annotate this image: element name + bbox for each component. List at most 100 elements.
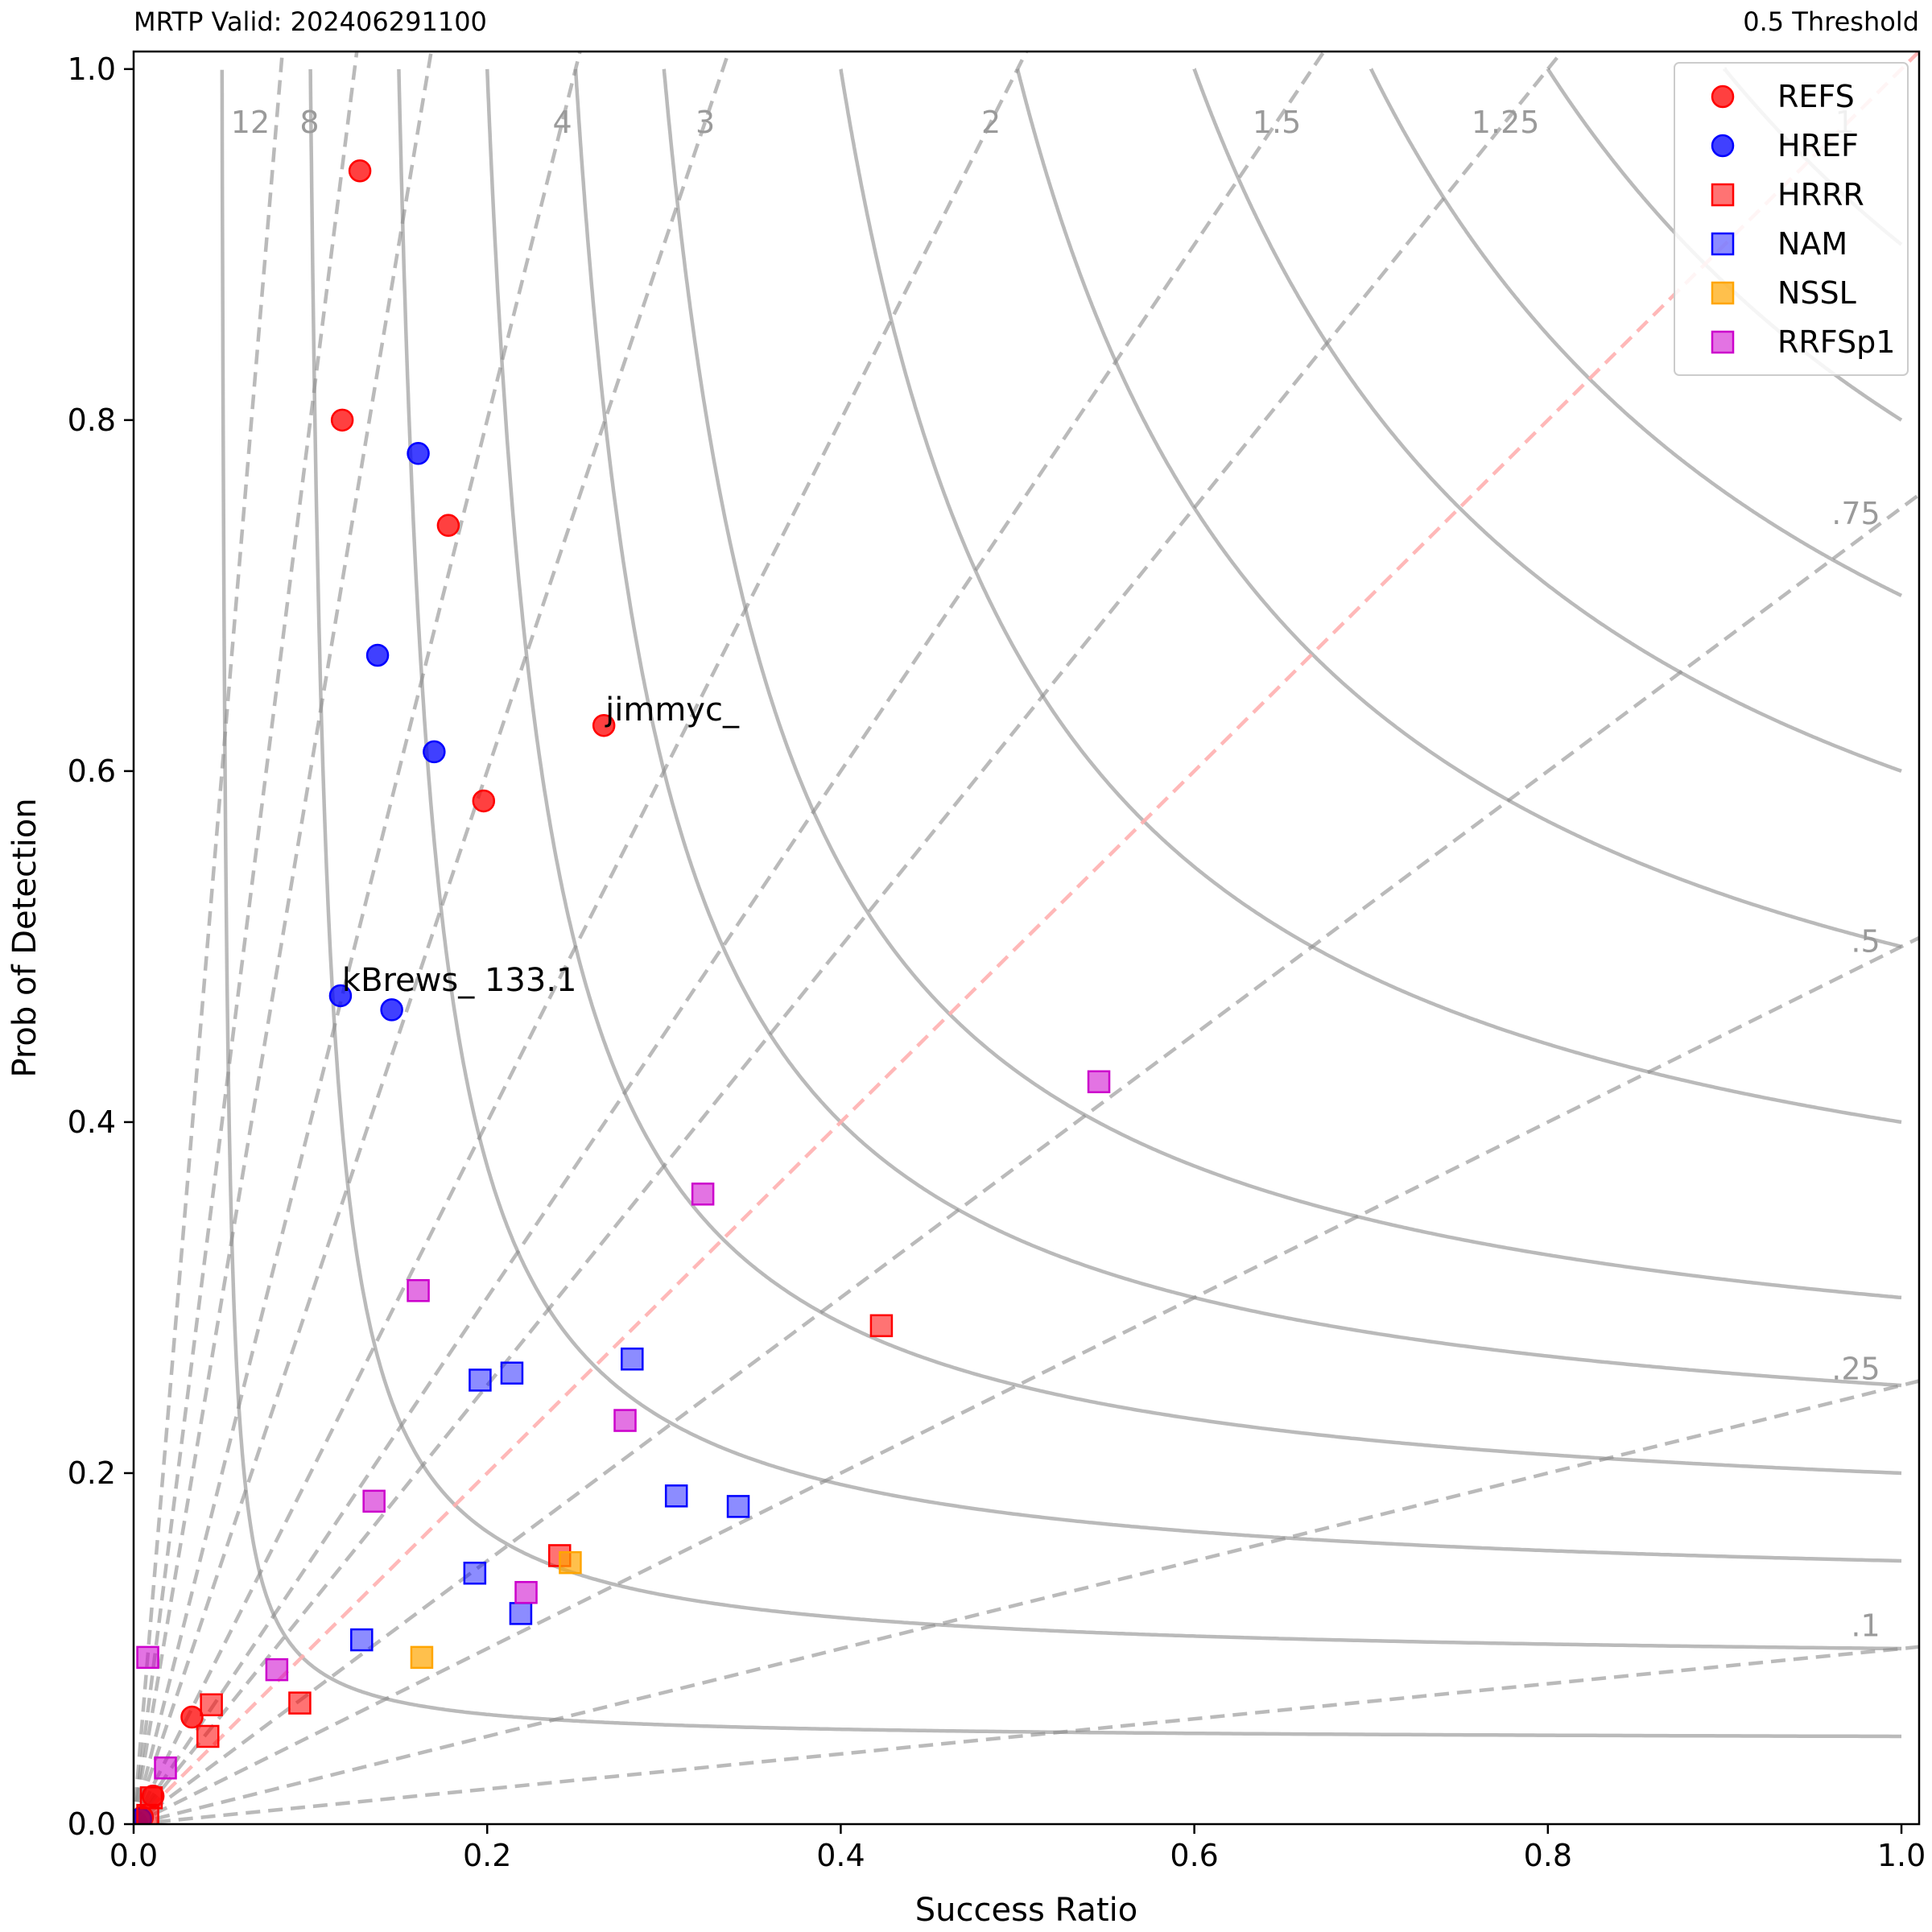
bias-label: 4 [552, 105, 572, 140]
legend-marker-hrrr [1711, 183, 1735, 207]
data-point-nam [500, 1361, 524, 1385]
data-point-hrrr [200, 1693, 223, 1716]
y-axis-label: Prob of Detection [6, 798, 43, 1077]
x-axis-ticks: 0.0 0.2 0.4 0.6 0.8 1.0 [109, 1824, 1926, 1873]
csi-contour [397, 68, 1902, 1563]
point-annotations: jimmyc_ kBrews_ 133.1 [342, 691, 740, 999]
y-tick-label: 0.4 [68, 1104, 116, 1140]
bias-line [134, 52, 285, 1824]
bias-label: 1.5 [1253, 105, 1301, 140]
data-point-href [380, 998, 403, 1022]
data-points [134, 159, 1111, 1824]
plot-frame [132, 50, 1921, 1826]
data-point-rrfsp1 [265, 1657, 289, 1682]
x-tick-label: 0.0 [109, 1838, 158, 1873]
bias-line [134, 52, 1327, 1824]
legend-label: RRFSp1 [1777, 324, 1895, 360]
data-point-refs [472, 789, 496, 813]
legend-marker-nssl [1711, 281, 1735, 305]
data-point-rrfsp1 [613, 1409, 637, 1432]
data-point-rrfsp1 [136, 1645, 159, 1670]
x-tick-label: 0.4 [816, 1838, 865, 1873]
data-point-refs [330, 408, 354, 432]
bias-label: 8 [299, 105, 319, 140]
csi-contour [662, 68, 1902, 1300]
legend-marker-nam [1711, 232, 1735, 256]
point-annotation: kBrews_ 133.1 [342, 962, 577, 999]
csi-contour [573, 68, 1902, 1388]
y-tick-label: 0.8 [68, 402, 116, 438]
bias-label: 12 [231, 105, 270, 140]
data-point-href [328, 984, 353, 1008]
y-tick-label: 0.2 [68, 1455, 116, 1491]
csi-contour [1015, 68, 1902, 949]
data-point-hrrr [869, 1314, 894, 1338]
data-point-nssl [559, 1550, 582, 1575]
data-point-refs [348, 159, 372, 183]
bias-line [134, 492, 1919, 1824]
csi-contour [1369, 68, 1903, 597]
csi-contour [220, 69, 1901, 1739]
bias-line [134, 1379, 1919, 1824]
data-point-refs [180, 1705, 204, 1729]
legend-marker-href [1711, 134, 1735, 158]
series-hrrr [136, 1314, 894, 1824]
y-tick-label: 1.0 [68, 52, 116, 87]
x-tick-label: 0.2 [463, 1838, 511, 1873]
bias-label: 1.25 [1472, 105, 1540, 140]
data-point-nam [463, 1561, 487, 1585]
data-point-rrfsp1 [514, 1580, 538, 1604]
bias-line [134, 935, 1919, 1824]
legend-marker-refs [1711, 85, 1735, 109]
bias-line [134, 52, 359, 1824]
legend-label: REFS [1777, 79, 1855, 114]
data-point-nam [469, 1368, 492, 1392]
x-tick-label: 1.0 [1877, 1838, 1926, 1873]
data-point-href [365, 643, 390, 667]
x-tick-label: 0.6 [1170, 1838, 1218, 1873]
bias-line [134, 52, 1565, 1824]
legend-marker-rrfsp1 [1711, 330, 1735, 354]
bias-line [134, 52, 433, 1824]
header-left-text: MRTP Valid: 202406291100 [134, 6, 487, 37]
csi-contour [839, 68, 1902, 1125]
csi-contour [1192, 68, 1902, 773]
data-point-hrrr [196, 1724, 220, 1748]
series-href [134, 442, 446, 1824]
data-point-rrfsp1 [691, 1183, 715, 1206]
data-point-hrrr [136, 1803, 159, 1824]
data-point-hrrr [288, 1691, 312, 1715]
data-point-rrfsp1 [1087, 1070, 1111, 1094]
legend-label: NAM [1777, 226, 1847, 262]
data-point-rrfsp1 [362, 1489, 386, 1513]
series-nam [350, 1347, 750, 1652]
csi-contour [485, 68, 1902, 1476]
data-point-href [407, 442, 430, 465]
data-point-rrfsp1 [154, 1756, 177, 1780]
x-tick-label: 0.8 [1524, 1838, 1572, 1873]
legend: REFS HREF HRRR NAM NSSL RRFSp1 [1674, 62, 1909, 376]
data-point-refs [592, 713, 616, 737]
series-rrfsp1 [136, 1070, 1111, 1780]
bias-label: .25 [1831, 1352, 1880, 1387]
data-point-nam [664, 1484, 688, 1508]
bias-label: 2 [981, 105, 1001, 140]
data-point-rrfsp1 [407, 1278, 430, 1302]
y-tick-label: 0.6 [68, 753, 116, 789]
bias-label: 3 [696, 105, 715, 140]
legend-label: HREF [1777, 128, 1859, 163]
data-point-nssl [410, 1645, 434, 1670]
bias-line [134, 52, 582, 1824]
data-point-nam [621, 1347, 644, 1371]
bias-label: .1 [1851, 1608, 1880, 1644]
bias-lines [134, 52, 1919, 1824]
bias-label: .5 [1851, 923, 1880, 959]
y-tick-label: 0.0 [68, 1806, 116, 1842]
series-nssl [410, 1550, 582, 1670]
header-right-text: 0.5 Threshold [1743, 6, 1919, 37]
bias-line [134, 52, 731, 1824]
point-annotation: jimmyc_ [605, 691, 740, 729]
data-point-refs [436, 514, 460, 537]
legend-label: NSSL [1777, 275, 1856, 311]
